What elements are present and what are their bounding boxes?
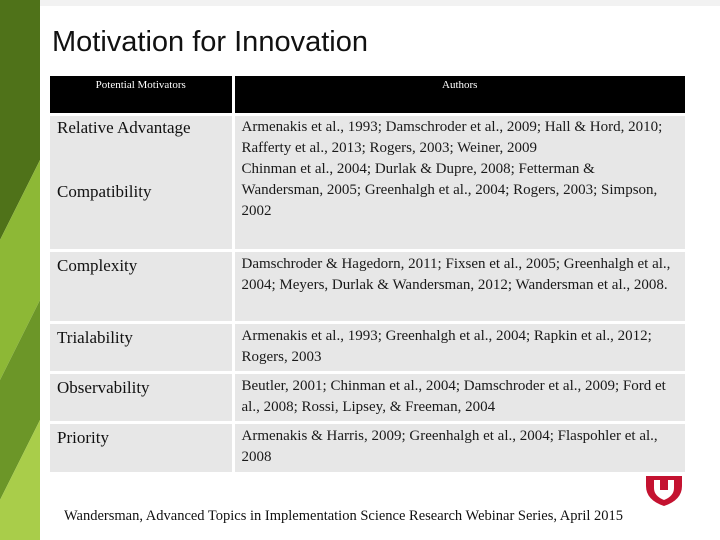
authors-text: Armenakis et al., 1993; Greenhalgh et al… [233,320,685,372]
authors-text: Armenakis & Harris, 2009; Greenhalgh et … [233,420,685,472]
motivator-label: Priority [50,420,235,472]
motivator-label: Observability [50,370,235,422]
authors-text: Damschroder & Hagedorn, 2011; Fixsen et … [233,248,685,322]
table-row: Relative Advantage Compatibility Armenak… [50,112,685,250]
authors-text: Armenakis et al., 1993; Damschroder et a… [241,118,663,156]
authors-cell: Armenakis et al., 1993; Damschroder et a… [233,112,685,250]
table-row: Observability Beutler, 2001; Chinman et … [50,370,685,422]
table-row: Priority Armenakis & Harris, 2009; Green… [50,420,685,472]
university-logo [644,476,684,506]
header-motivators: Potential Motivators [50,76,235,114]
motivator-label: Complexity [50,248,235,322]
page-title: Motivation for Innovation [52,26,368,58]
top-rule [40,0,720,6]
table-row: Trialability Armenakis et al., 1993; Gre… [50,320,685,372]
decorative-side-stripes [0,0,40,540]
motivator-label: Trialability [50,320,235,372]
header-authors: Authors [233,76,685,114]
footer-citation: Wandersman, Advanced Topics in Implement… [64,508,624,524]
table-header-row: Potential Motivators Authors [50,76,685,114]
table-row: Complexity Damschroder & Hagedorn, 2011;… [50,248,685,322]
authors-text: Chinman et al., 2004; Durlak & Dupre, 20… [241,160,658,219]
motivator-label: Compatibility [57,181,152,201]
motivator-label: Relative Advantage [57,117,191,137]
authors-text: Beutler, 2001; Chinman et al., 2004; Dam… [233,370,685,422]
motivators-table: Potential Motivators Authors Relative Ad… [50,76,685,472]
motivator-cell: Relative Advantage Compatibility [50,112,235,250]
